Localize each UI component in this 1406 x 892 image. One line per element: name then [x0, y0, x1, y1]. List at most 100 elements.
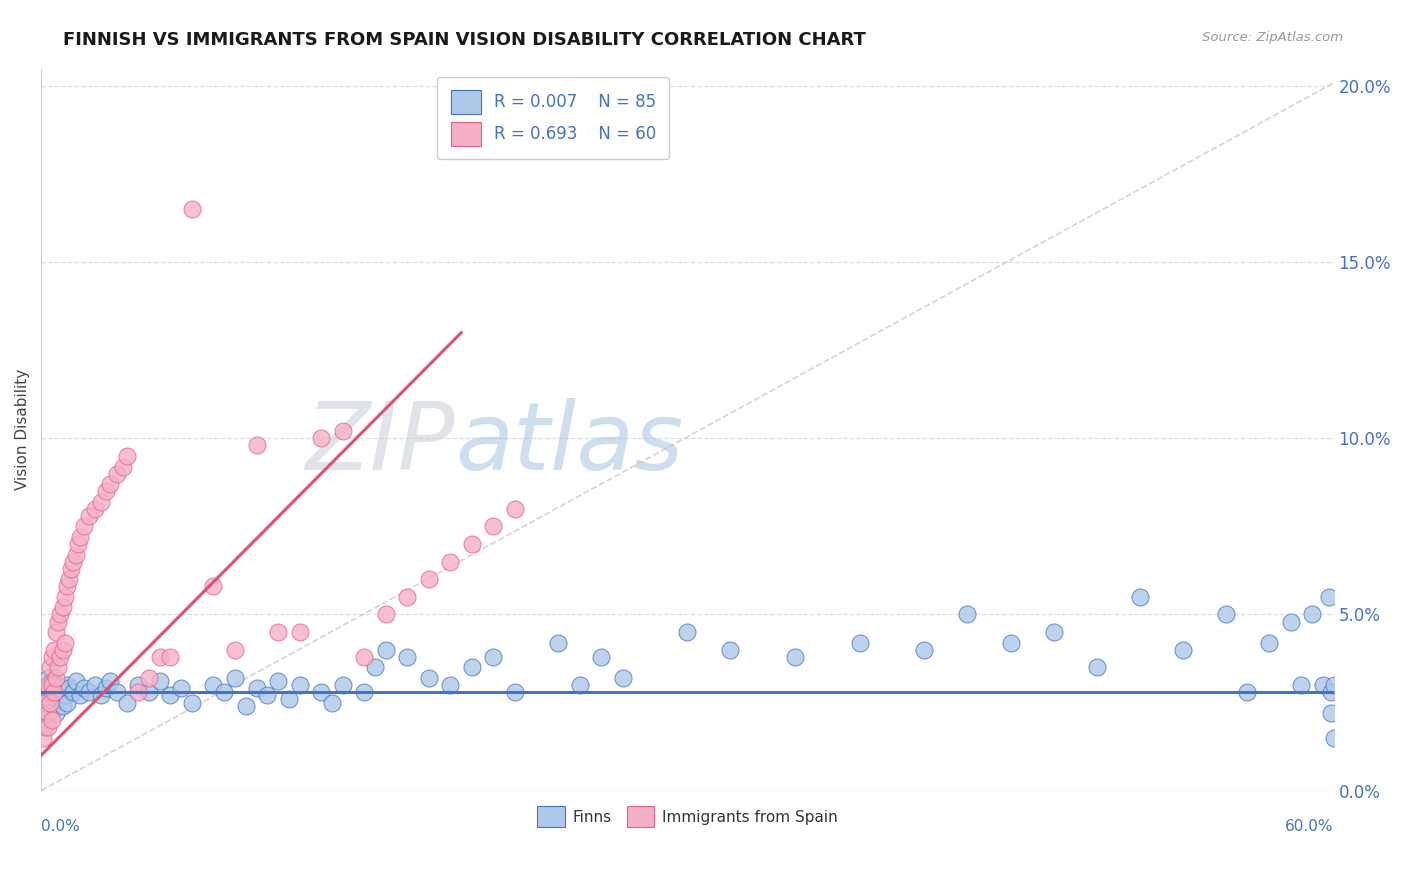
Point	[461, 660, 484, 674]
Point	[1085, 660, 1108, 674]
Point	[1320, 706, 1343, 720]
Point	[46, 692, 69, 706]
Point	[245, 681, 267, 696]
Point	[65, 548, 87, 562]
Point	[439, 555, 461, 569]
Point	[45, 671, 67, 685]
Point	[41, 713, 63, 727]
Point	[73, 519, 96, 533]
Point	[461, 537, 484, 551]
Point	[1312, 678, 1334, 692]
Point	[69, 530, 91, 544]
Point	[42, 696, 65, 710]
Point	[396, 590, 419, 604]
Point	[42, 642, 65, 657]
Point	[53, 689, 76, 703]
Point	[41, 678, 63, 692]
Point	[62, 555, 84, 569]
Text: ZIP: ZIP	[305, 399, 454, 490]
Text: atlas: atlas	[454, 399, 683, 490]
Point	[37, 692, 59, 706]
Point	[117, 696, 139, 710]
Point	[65, 674, 87, 689]
Point	[52, 685, 75, 699]
Point	[612, 671, 634, 685]
Point	[38, 696, 60, 710]
Point	[37, 720, 59, 734]
Point	[46, 615, 69, 629]
Point	[60, 562, 83, 576]
Point	[94, 681, 117, 696]
Text: FINNISH VS IMMIGRANTS FROM SPAIN VISION DISABILITY CORRELATION CHART: FINNISH VS IMMIGRANTS FROM SPAIN VISION …	[63, 31, 866, 49]
Point	[159, 649, 181, 664]
Point	[224, 642, 246, 657]
Point	[568, 678, 591, 692]
Point	[41, 649, 63, 664]
Point	[52, 699, 75, 714]
Point	[127, 685, 149, 699]
Point	[321, 696, 343, 710]
Point	[38, 678, 60, 692]
Point	[1291, 678, 1313, 692]
Point	[105, 467, 128, 481]
Point	[127, 678, 149, 692]
Text: Source: ZipAtlas.com: Source: ZipAtlas.com	[1202, 31, 1343, 45]
Point	[49, 607, 72, 622]
Point	[62, 685, 84, 699]
Point	[332, 678, 354, 692]
Point	[37, 671, 59, 685]
Point	[56, 579, 79, 593]
Point	[482, 649, 505, 664]
Point	[69, 689, 91, 703]
Point	[1258, 635, 1281, 649]
Point	[49, 681, 72, 696]
Point	[1171, 642, 1194, 657]
Point	[364, 660, 387, 674]
Point	[720, 642, 742, 657]
Point	[418, 572, 440, 586]
Point	[309, 685, 332, 699]
Point	[45, 685, 67, 699]
Point	[52, 642, 75, 657]
Point	[374, 607, 396, 622]
Point	[332, 425, 354, 439]
Point	[267, 625, 290, 640]
Point	[117, 449, 139, 463]
Point	[503, 685, 526, 699]
Point	[503, 501, 526, 516]
Point	[41, 674, 63, 689]
Point	[34, 696, 56, 710]
Point	[37, 678, 59, 692]
Point	[288, 678, 311, 692]
Point	[1320, 685, 1343, 699]
Point	[1215, 607, 1237, 622]
Point	[41, 689, 63, 703]
Point	[267, 674, 290, 689]
Point	[439, 678, 461, 692]
Text: 60.0%: 60.0%	[1285, 819, 1334, 834]
Point	[149, 674, 172, 689]
Point	[45, 706, 67, 720]
Point	[53, 590, 76, 604]
Point	[180, 696, 202, 710]
Point	[783, 649, 806, 664]
Point	[84, 501, 107, 516]
Point	[73, 681, 96, 696]
Point	[77, 508, 100, 523]
Point	[34, 720, 56, 734]
Point	[1323, 731, 1346, 745]
Point	[32, 731, 55, 745]
Point	[37, 706, 59, 720]
Point	[180, 202, 202, 217]
Point	[912, 642, 935, 657]
Point	[170, 681, 193, 696]
Point	[235, 699, 257, 714]
Point	[277, 692, 299, 706]
Point	[53, 635, 76, 649]
Point	[159, 689, 181, 703]
Point	[396, 649, 419, 664]
Point	[1042, 625, 1064, 640]
Point	[1323, 678, 1346, 692]
Point	[482, 519, 505, 533]
Point	[374, 642, 396, 657]
